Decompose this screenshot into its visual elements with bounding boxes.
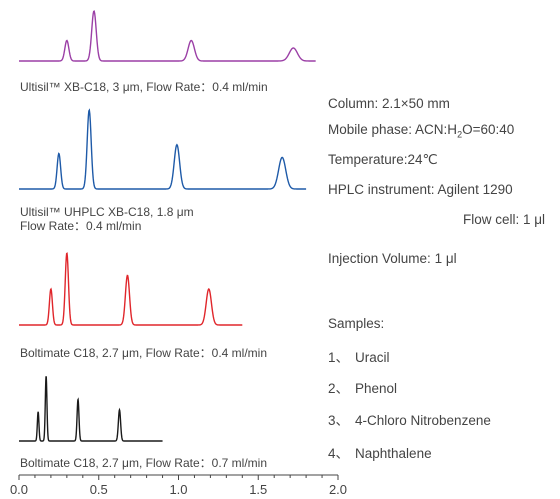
mobile-phase-prefix: Mobile phase: ACN:H xyxy=(328,122,458,137)
sample-item-2: 2、 Phenol xyxy=(328,377,397,397)
sample-number: 3、 xyxy=(328,413,350,428)
mobile-phase-sub: 2 xyxy=(457,129,463,140)
caption-line: Flow Rate：0.4 ml/min xyxy=(20,219,142,233)
sample-name: 4-Chloro Nitrobenzene xyxy=(355,413,491,428)
chromatogram-trace-2 xyxy=(19,108,307,190)
x-tick-label: 1.0 xyxy=(169,482,187,497)
sample-item-4: 4、 Naphthalene xyxy=(328,442,432,462)
trace-group-2 xyxy=(19,108,307,190)
trace-group-3 xyxy=(19,252,243,326)
caption-ultisil-uhplc: Ultisil™ UHPLC XB-C18, 1.8 μm Flow Rate：… xyxy=(20,205,194,233)
sample-number: 2、 xyxy=(328,381,350,396)
chromatogram-trace-4 xyxy=(19,376,163,442)
chromatogram-trace-3 xyxy=(19,252,243,326)
temperature: Temperature:24℃ xyxy=(328,152,438,167)
caption-line: Boltimate C18, 2.7 μm, Flow Rate：0.7 ml/… xyxy=(20,456,267,470)
sample-name: Uracil xyxy=(355,350,390,365)
flow-cell: Flow cell: 1 μl xyxy=(463,212,546,227)
caption-boltimate-07: Boltimate C18, 2.7 μm, Flow Rate：0.7 ml/… xyxy=(20,456,267,470)
sample-number: 4、 xyxy=(328,446,350,461)
sample-item-3: 3、 4-Chloro Nitrobenzene xyxy=(328,409,491,429)
caption-line: Boltimate C18, 2.7 μm, Flow Rate：0.4 ml/… xyxy=(20,346,267,360)
injection-volume: Injection Volume: 1 μl xyxy=(328,251,457,266)
sample-item-1: 1、 Uracil xyxy=(328,346,390,366)
caption-boltimate-04: Boltimate C18, 2.7 μm, Flow Rate：0.4 ml/… xyxy=(20,346,267,360)
sample-name: Naphthalene xyxy=(355,446,432,461)
caption-line: Ultisil™ UHPLC XB-C18, 1.8 μm xyxy=(20,205,194,219)
samples-title: Samples: xyxy=(328,316,385,331)
sample-number: 1、 xyxy=(328,350,350,365)
trace-group-1 xyxy=(19,10,316,62)
hplc-instrument: HPLC instrument: Agilent 1290 xyxy=(328,182,513,197)
x-tick-label: 0.0 xyxy=(10,482,28,497)
x-tick-label: 2.0 xyxy=(329,482,347,497)
x-tick-label: 1.5 xyxy=(249,482,267,497)
trace-group-4 xyxy=(19,376,163,442)
caption-ultisil-xb: Ultisil™ XB-C18, 3 μm, Flow Rate：0.4 ml/… xyxy=(20,80,268,94)
mobile-phase: Mobile phase: ACN:H2O=60:40 xyxy=(328,122,514,140)
mobile-phase-suffix: O=60:40 xyxy=(462,122,515,137)
sample-name: Phenol xyxy=(355,381,398,396)
x-tick-label: 0.5 xyxy=(90,482,108,497)
column-spec: Column: 2.1×50 mm xyxy=(328,96,450,111)
caption-line: Ultisil™ XB-C18, 3 μm, Flow Rate：0.4 ml/… xyxy=(20,80,268,94)
chromatogram-trace-1 xyxy=(19,10,316,62)
